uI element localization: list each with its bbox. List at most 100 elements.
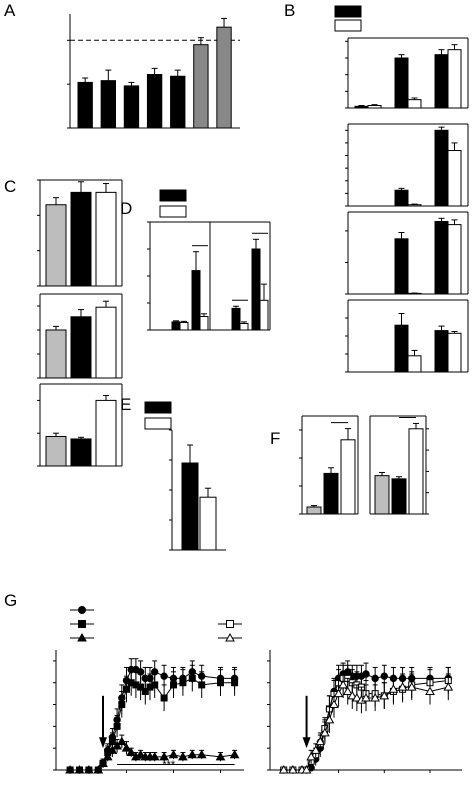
data-point bbox=[137, 683, 145, 691]
bar-cortistatin bbox=[199, 316, 209, 331]
data-point bbox=[301, 764, 312, 774]
data-point bbox=[159, 751, 169, 761]
marker-circle bbox=[78, 606, 86, 614]
data-point bbox=[112, 740, 122, 750]
bar-control bbox=[181, 462, 199, 551]
data-point bbox=[178, 751, 188, 761]
panel-letter-e: E bbox=[120, 395, 131, 414]
data-point bbox=[361, 692, 371, 702]
data-point bbox=[84, 764, 94, 774]
bar-control bbox=[394, 238, 409, 295]
data-point bbox=[215, 751, 226, 761]
legend-control-swatch bbox=[144, 401, 172, 414]
bar bbox=[95, 306, 117, 379]
data-point bbox=[188, 674, 196, 682]
bar bbox=[146, 74, 163, 129]
data-point bbox=[347, 690, 358, 700]
data-point bbox=[168, 749, 179, 759]
marker-triangle bbox=[77, 632, 87, 642]
data-point bbox=[179, 679, 187, 687]
data-point bbox=[102, 751, 113, 761]
data-point bbox=[319, 727, 330, 737]
legend-cortistatin-swatch bbox=[144, 417, 172, 430]
data-point bbox=[333, 688, 344, 698]
bar-control bbox=[434, 220, 449, 295]
bar bbox=[374, 475, 390, 515]
bar bbox=[340, 439, 356, 515]
bar bbox=[216, 26, 232, 129]
data-point bbox=[278, 764, 289, 774]
data-point bbox=[217, 679, 224, 687]
bar-cortistatin bbox=[447, 49, 462, 109]
treatment-arrow-head bbox=[99, 737, 107, 749]
data-point bbox=[116, 736, 127, 746]
data-point bbox=[342, 686, 353, 695]
bar bbox=[77, 81, 93, 129]
data-point bbox=[379, 690, 390, 700]
data-point bbox=[324, 714, 335, 724]
treatment-arrow-head bbox=[302, 737, 311, 749]
bar-cortistatin bbox=[407, 99, 422, 109]
data-point bbox=[135, 749, 146, 759]
bar bbox=[95, 399, 117, 467]
bar bbox=[45, 204, 67, 287]
data-point bbox=[196, 749, 207, 759]
bar-control bbox=[394, 324, 409, 373]
data-point bbox=[329, 699, 339, 709]
data-point bbox=[187, 749, 198, 759]
bar-cortistatin bbox=[407, 355, 422, 373]
panel-letter-a: A bbox=[4, 1, 16, 20]
data-point bbox=[397, 682, 408, 691]
data-point bbox=[229, 749, 240, 759]
panel-letter-f: F bbox=[270, 429, 280, 448]
data-point bbox=[74, 764, 85, 774]
panel-letter-d: D bbox=[120, 199, 132, 218]
bar-cortistatin bbox=[259, 299, 269, 331]
bar-cortistatin bbox=[447, 149, 462, 207]
data-point bbox=[388, 684, 399, 693]
bar-cortistatin bbox=[407, 204, 422, 207]
bar-control bbox=[434, 129, 449, 207]
bar-cortistatin bbox=[447, 224, 462, 295]
bar bbox=[306, 506, 322, 515]
data-point bbox=[310, 745, 321, 754]
legend-control-swatch bbox=[334, 5, 362, 18]
bar bbox=[70, 438, 92, 467]
legend-control-swatch bbox=[159, 189, 187, 202]
data-point bbox=[151, 681, 159, 689]
bar bbox=[123, 85, 140, 129]
bar bbox=[70, 316, 92, 379]
data-point bbox=[65, 764, 75, 774]
bar-control bbox=[231, 307, 241, 331]
data-point bbox=[141, 687, 149, 695]
data-point bbox=[443, 682, 454, 691]
data-point bbox=[118, 701, 126, 709]
data-point bbox=[198, 681, 206, 689]
data-point bbox=[370, 692, 381, 702]
data-point bbox=[160, 672, 168, 680]
bar-control bbox=[171, 321, 181, 331]
data-point bbox=[315, 736, 326, 746]
data-point bbox=[123, 685, 130, 693]
data-point bbox=[380, 672, 388, 680]
marker-square bbox=[78, 620, 86, 628]
bar bbox=[95, 191, 117, 287]
bar bbox=[170, 75, 186, 129]
data-point bbox=[338, 679, 349, 689]
data-point bbox=[231, 679, 239, 687]
data-point bbox=[306, 751, 317, 761]
bar bbox=[391, 478, 407, 515]
bar-control bbox=[354, 105, 369, 109]
bar bbox=[70, 191, 92, 287]
bar-cortistatin bbox=[179, 321, 189, 331]
data-point bbox=[121, 743, 132, 752]
marker-triangle bbox=[225, 632, 235, 642]
bar-control bbox=[434, 330, 449, 373]
bar bbox=[45, 435, 67, 467]
bar-control bbox=[434, 54, 449, 109]
panel-letter-g: G bbox=[4, 591, 17, 610]
data-point bbox=[425, 686, 435, 695]
bar-cortistatin bbox=[447, 332, 462, 373]
significance-marker: *** bbox=[162, 759, 176, 771]
